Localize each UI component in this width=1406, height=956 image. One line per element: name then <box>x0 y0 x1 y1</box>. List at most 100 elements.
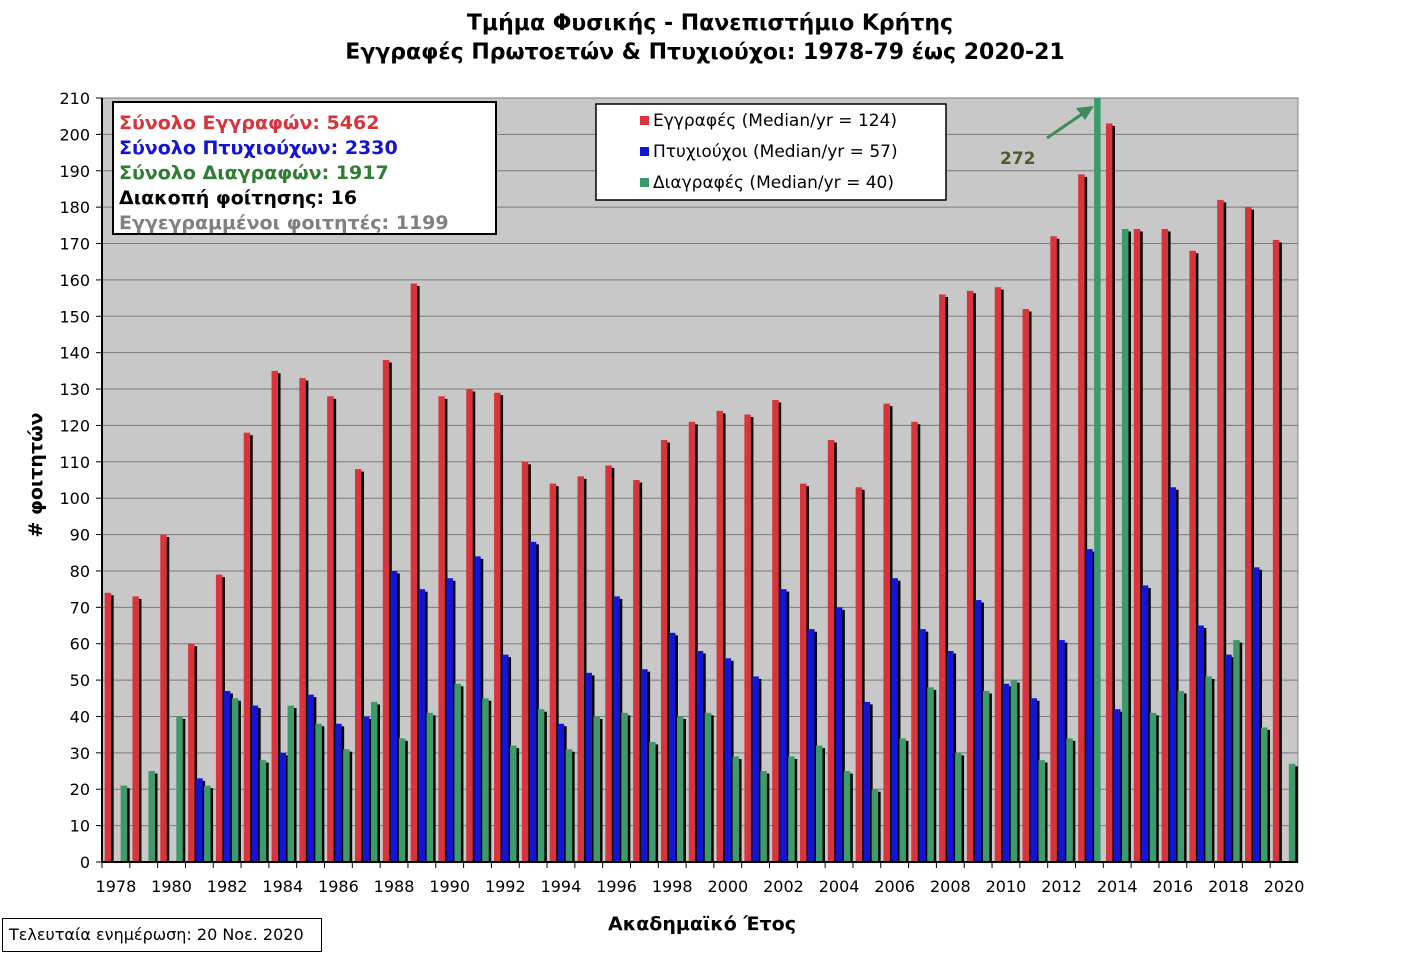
axes <box>101 98 1298 863</box>
y-tick-label: 0 <box>80 853 90 872</box>
bar <box>271 370 279 862</box>
y-tick-label: 50 <box>70 671 90 690</box>
stat-line: Σύνολο Πτυχιούχων: 2330 <box>119 137 398 159</box>
bar <box>446 578 453 862</box>
legend-label: Διαγραφές (Median/yr = 40) <box>653 173 894 193</box>
y-tick-label: 20 <box>70 780 90 799</box>
bar-overflow <box>1094 98 1101 862</box>
x-tick-label: 1990 <box>429 877 470 896</box>
bar <box>1233 640 1240 862</box>
bar <box>891 578 898 862</box>
bar <box>788 756 795 862</box>
bar <box>287 705 295 862</box>
x-tick-label: 2000 <box>707 877 748 896</box>
bar <box>649 741 656 862</box>
bar <box>1245 207 1252 863</box>
bar <box>223 691 231 862</box>
bar <box>1002 683 1010 862</box>
y-tick-label: 200 <box>59 125 90 144</box>
bar <box>800 483 807 862</box>
bar <box>1149 712 1157 862</box>
bar <box>593 716 600 862</box>
y-tick-label: 100 <box>59 489 90 508</box>
bar <box>966 290 974 862</box>
bar <box>974 600 982 862</box>
bar <box>843 771 851 862</box>
bar <box>704 712 712 862</box>
legend-box <box>595 103 947 201</box>
bar <box>696 650 704 862</box>
x-tick-label: 2014 <box>1097 877 1138 896</box>
bar <box>835 607 843 862</box>
bar <box>1169 487 1177 862</box>
bar <box>1177 691 1185 862</box>
bar <box>641 669 648 862</box>
bar <box>613 596 620 862</box>
bar <box>911 421 918 862</box>
x-tick-label: 1986 <box>318 877 359 896</box>
bar <box>1141 585 1149 862</box>
bar <box>565 749 573 862</box>
bar <box>251 705 259 862</box>
bar <box>259 760 267 862</box>
bar <box>927 687 934 862</box>
y-axis-title: # φοιτητών <box>25 412 47 537</box>
y-tick-label: 190 <box>59 162 90 181</box>
bar <box>1133 228 1141 862</box>
bar <box>362 716 370 862</box>
bar <box>188 643 195 862</box>
bar <box>1197 625 1204 862</box>
bar <box>816 745 823 862</box>
y-tick-label: 70 <box>70 598 90 617</box>
bar <box>947 650 954 862</box>
stat-line: Σύνολο Διαγραφών: 1917 <box>119 162 389 184</box>
y-tick-label: 160 <box>59 271 90 290</box>
bar <box>633 480 640 862</box>
y-tick-label: 110 <box>59 453 90 472</box>
bar <box>148 771 155 862</box>
bar <box>732 756 740 862</box>
bar <box>1010 680 1018 862</box>
bar <box>760 771 767 862</box>
bar <box>1225 654 1232 862</box>
bar <box>529 541 537 862</box>
bar <box>390 570 398 862</box>
x-tick-label: 1996 <box>596 877 637 896</box>
bar <box>585 672 592 862</box>
bar <box>466 389 473 862</box>
legend-swatch <box>640 178 649 187</box>
x-tick-label: 1998 <box>652 877 693 896</box>
x-tick-label: 1994 <box>541 877 582 896</box>
y-tick-label: 120 <box>59 416 90 435</box>
bar <box>982 691 990 862</box>
x-tick-label: 2002 <box>763 877 804 896</box>
bar <box>438 396 445 862</box>
bar <box>231 698 239 862</box>
x-ticks: 1978 1980 1982 1984 1986 1988 1990 1992 1994 1996… <box>96 862 1304 896</box>
x-tick-label: 1988 <box>374 877 415 896</box>
bar <box>426 712 434 862</box>
bar <box>1066 738 1073 862</box>
bar <box>120 785 128 862</box>
bar <box>752 676 759 862</box>
bars <box>104 98 1298 863</box>
bar <box>370 701 378 862</box>
bar <box>1272 239 1280 862</box>
y-tick-label: 30 <box>70 744 90 763</box>
bar <box>1189 250 1196 863</box>
bar <box>919 629 926 862</box>
legend-label: Πτυχιούχοι (Median/yr = 57) <box>653 142 898 162</box>
bar <box>315 723 322 862</box>
bar <box>1050 236 1057 862</box>
bar <box>716 410 724 862</box>
bar <box>104 592 112 862</box>
bar <box>494 392 501 862</box>
bar <box>1113 709 1121 862</box>
bar <box>243 432 251 862</box>
bar <box>1078 174 1085 862</box>
y-ticks: 0 10 20 30 40 50 60 70 80 90 100 110 120 130 140 150 160… <box>59 89 102 872</box>
x-tick-label: 2008 <box>930 877 971 896</box>
y-tick-label: 130 <box>59 380 90 399</box>
bar <box>1121 228 1129 862</box>
bar <box>899 738 906 862</box>
